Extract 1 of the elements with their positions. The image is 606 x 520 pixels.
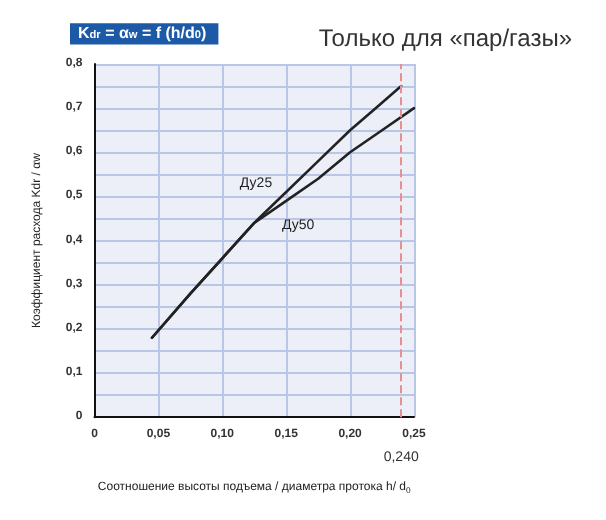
chart-title: Только для «пар/газы» <box>318 24 573 52</box>
